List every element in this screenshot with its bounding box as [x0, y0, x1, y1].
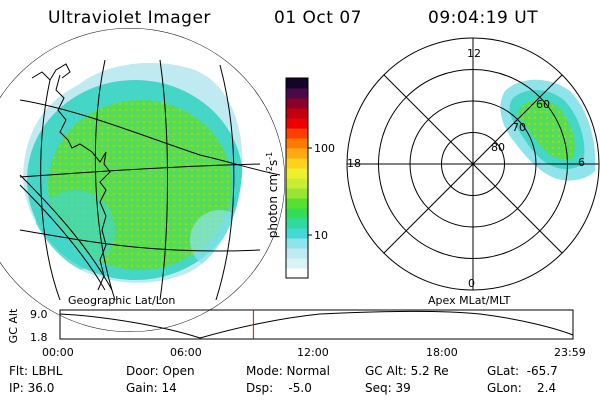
info-dsp: Dsp: -5.0 — [246, 381, 312, 395]
colorbar-gradient — [286, 78, 308, 279]
colorbar-band — [286, 198, 308, 209]
polar-plot — [346, 37, 600, 291]
left-panel-caption: Geographic Lat/Lon — [68, 294, 176, 307]
colorbar-band — [286, 108, 308, 119]
altitude-curve — [59, 310, 574, 339]
colorbar-band — [286, 98, 308, 109]
time-label: 09:04:19 UT — [428, 8, 539, 28]
info-glon: GLon: 2.4 — [487, 381, 557, 395]
colorbar-band — [286, 268, 308, 279]
mlt-label-18: 18 — [347, 157, 361, 170]
colorbar-band — [286, 88, 308, 99]
date-label: 01 Oct 07 — [274, 8, 362, 28]
instrument-title: Ultraviolet Imager — [48, 8, 211, 28]
colorbar — [285, 77, 312, 279]
altitude-tick-low: 1.8 — [30, 331, 48, 344]
colorbar-tick-100: 100 — [314, 142, 335, 155]
info-gc-alt: GC Alt: 5.2 Re — [365, 364, 449, 378]
colorbar-band — [286, 248, 308, 259]
info-door: Door: Open — [126, 364, 195, 378]
colorbar-label-exp2: -1 — [265, 151, 274, 160]
lat-label-80: 80 — [491, 141, 505, 154]
colorbar-band — [286, 238, 308, 249]
altitude-tick-high: 9.0 — [30, 308, 48, 321]
x-tick-1800: 18:00 — [426, 346, 458, 359]
altitude-plot — [59, 309, 574, 340]
coastline-north — [31, 63, 71, 81]
colorbar-axis-label: photon cm-2s-1 — [265, 125, 280, 265]
x-tick-0600: 06:00 — [170, 346, 202, 359]
lat-label-60: 60 — [536, 98, 550, 111]
colorbar-band — [286, 218, 308, 229]
colorbar-band — [286, 258, 308, 269]
polar-grid — [346, 37, 600, 291]
x-tick-1200: 12:00 — [297, 346, 329, 359]
colorbar-band — [286, 158, 308, 169]
info-flt: Flt: LBHL — [9, 364, 63, 378]
colorbar-band — [286, 228, 308, 239]
colorbar-band — [286, 138, 308, 149]
geographic-map — [0, 28, 285, 332]
info-mode: Mode: Normal — [246, 364, 330, 378]
x-tick-0000: 00:00 — [42, 346, 74, 359]
aurora-image — [23, 62, 243, 283]
colorbar-band — [286, 128, 308, 139]
mlt-label-12: 12 — [467, 47, 481, 60]
colorbar-label-text: photon cm — [266, 173, 280, 239]
colorbar-band — [286, 148, 308, 159]
colorbar-label-exp1: -2 — [265, 165, 274, 174]
x-tick-2359: 23:59 — [554, 346, 586, 359]
mlt-label-6: 6 — [578, 156, 585, 169]
colorbar-label-s: s — [266, 159, 280, 166]
altitude-axis-label: GC Alt — [7, 308, 20, 344]
lat-label-70: 70 — [512, 121, 526, 134]
info-seq: Seq: 39 — [365, 381, 411, 395]
polar-aurora — [500, 79, 596, 181]
colorbar-band — [286, 178, 308, 189]
colorbar-tick-10: 10 — [314, 229, 328, 242]
coastline — [55, 74, 111, 291]
colorbar-band — [286, 188, 308, 199]
colorbar-band — [286, 118, 308, 129]
info-ip: IP: 36.0 — [9, 381, 55, 395]
colorbar-band — [286, 168, 308, 179]
mlt-label-0: 0 — [468, 277, 475, 290]
colorbar-band — [286, 208, 308, 219]
colorbar-band — [286, 78, 308, 89]
info-glat: GLat: -65.7 — [487, 364, 558, 378]
info-gain: Gain: 14 — [126, 381, 177, 395]
right-panel-caption: Apex MLat/MLT — [428, 294, 511, 307]
